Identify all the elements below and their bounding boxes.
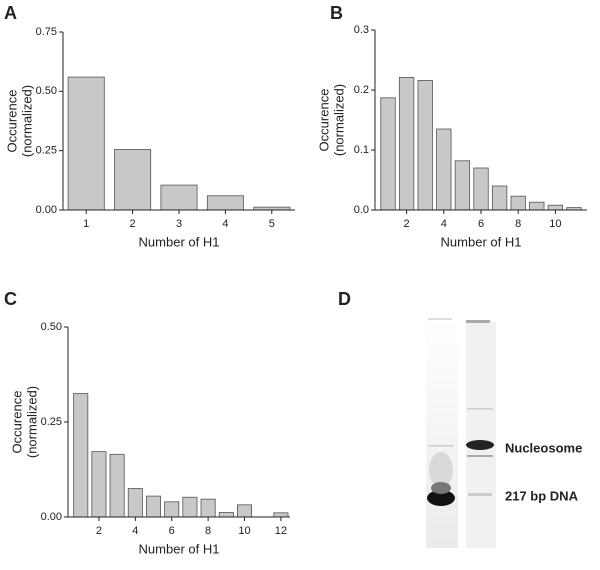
gel-label: 217 bp DNA (505, 488, 579, 503)
x-tick-label: 5 (269, 218, 275, 230)
x-tick-label: 10 (549, 218, 561, 230)
bar (146, 495, 162, 518)
bar (127, 488, 143, 518)
y-axis-label: Occurence (316, 89, 331, 152)
panel-label: B (330, 3, 343, 23)
x-tick-label: 12 (275, 525, 287, 537)
bar (510, 195, 526, 211)
x-tick-label: 1 (83, 218, 89, 230)
x-axis-label: Number of H1 (139, 234, 220, 249)
bar (417, 80, 433, 211)
bar (114, 149, 152, 211)
y-tick-label: 0.3 (354, 24, 369, 36)
bar (91, 451, 107, 518)
bar (491, 185, 508, 211)
y-axis-label: (normalized) (19, 85, 34, 157)
panel-label: D (338, 289, 351, 309)
bar (109, 453, 125, 518)
bar (218, 512, 234, 518)
x-tick-label: 10 (238, 525, 250, 537)
x-tick-label: 3 (176, 218, 182, 230)
x-tick-label: 2 (96, 525, 102, 537)
gel-label: Nucleosome (505, 440, 582, 455)
bar (206, 195, 244, 211)
bar (273, 512, 289, 518)
bar (164, 501, 180, 518)
bar (73, 393, 89, 518)
x-tick-label: 2 (130, 218, 136, 230)
x-tick-label: 6 (169, 525, 175, 537)
y-tick-label: 0.2 (354, 84, 369, 96)
x-tick-label: 4 (132, 525, 138, 537)
y-tick-label: 0.0 (354, 204, 369, 216)
y-axis-label: Occurence (4, 90, 19, 153)
x-tick-label: 8 (205, 525, 211, 537)
bar (160, 184, 198, 211)
x-tick-label: 6 (478, 218, 484, 230)
bar (380, 97, 396, 211)
y-tick-label: 0.25 (41, 416, 62, 428)
bar (529, 201, 545, 211)
x-axis-label: Number of H1 (441, 234, 522, 249)
x-tick-label: 2 (404, 218, 410, 230)
panel-label: C (4, 289, 17, 309)
y-tick-label: 0.00 (41, 511, 62, 523)
y-tick-label: 0.50 (36, 85, 57, 97)
y-axis-label: Occurence (9, 391, 24, 454)
y-axis-label: (normalized) (24, 386, 39, 458)
bar (436, 128, 452, 211)
x-tick-label: 4 (441, 218, 447, 230)
y-tick-label: 0.25 (36, 145, 57, 157)
y-tick-label: 0.50 (41, 321, 62, 333)
bar (200, 498, 216, 518)
bar (473, 167, 489, 211)
y-axis-label: (normalized) (331, 84, 346, 156)
x-tick-label: 4 (222, 218, 228, 230)
y-tick-label: 0.1 (354, 144, 369, 156)
x-axis-label: Number of H1 (139, 541, 220, 556)
bar (454, 160, 471, 211)
y-tick-label: 0.75 (36, 26, 57, 38)
bar (547, 204, 564, 211)
y-tick-label: 0.00 (36, 204, 57, 216)
panel-label: A (4, 3, 17, 23)
bar (67, 76, 105, 211)
bar (182, 496, 198, 518)
x-tick-label: 8 (515, 218, 521, 230)
bar (398, 77, 415, 211)
gel (426, 318, 496, 548)
bar (237, 504, 253, 518)
